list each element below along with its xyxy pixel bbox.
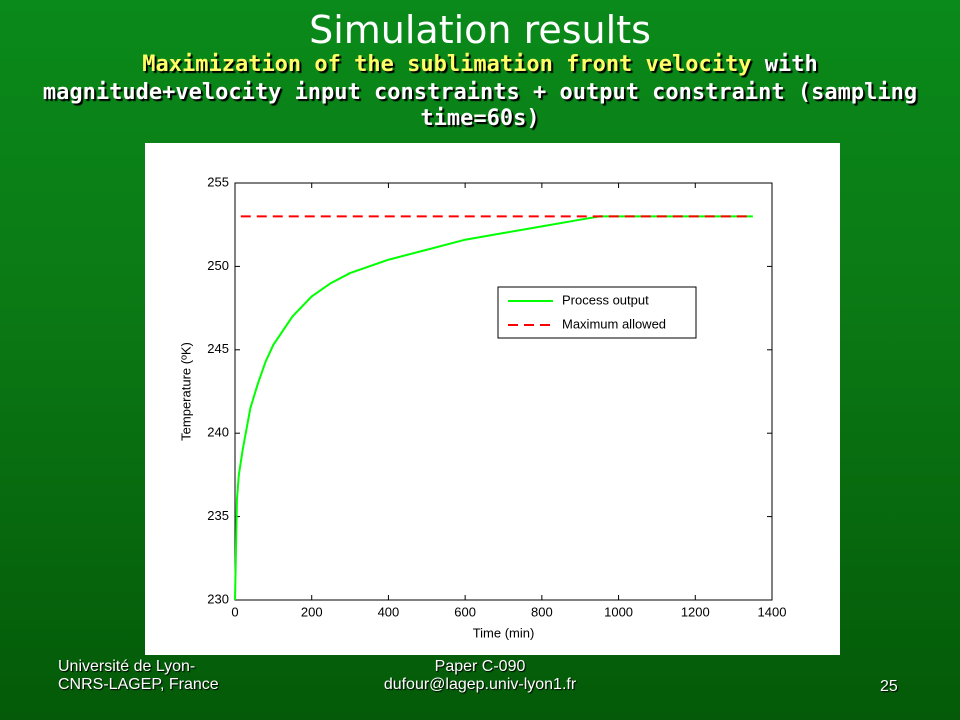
- y-tick-label: 250: [207, 258, 229, 273]
- legend-label: Maximum allowed: [562, 316, 666, 331]
- y-tick-label: 240: [207, 425, 229, 440]
- legend-box: [497, 286, 697, 339]
- x-tick-label: 400: [378, 604, 400, 619]
- y-tick-label: 235: [207, 508, 229, 523]
- x-tick-label: 0: [231, 604, 238, 619]
- footer-line: Paper C-090: [434, 658, 526, 675]
- slide-title: Simulation results: [309, 8, 651, 52]
- y-axis-label: Temperature (ºK): [178, 342, 193, 441]
- subtitle-text: with: [764, 52, 818, 77]
- footer-line: CNRS-LAGEP, France: [58, 676, 219, 693]
- x-tick-label: 1000: [604, 604, 633, 619]
- footer-center: Paper C-090 dufour@lagep.univ-lyon1.fr: [330, 658, 630, 694]
- subtitle-line: Maximization of the sublimation front ve…: [0, 52, 960, 77]
- footer-left: Université de Lyon- CNRS-LAGEP, France: [58, 658, 219, 694]
- y-tick-label: 230: [207, 591, 229, 606]
- page-number: 25: [880, 678, 898, 695]
- y-tick-label: 255: [207, 174, 229, 189]
- x-tick-label: 1400: [758, 604, 787, 619]
- subtitle-line: time=60s): [420, 106, 540, 131]
- x-tick-label: 1200: [681, 604, 710, 619]
- legend-label: Process output: [562, 292, 649, 307]
- subtitle-line: magnitude+velocity input constraints + o…: [42, 80, 918, 105]
- y-tick-label: 245: [207, 341, 229, 356]
- x-tick-label: 800: [531, 604, 553, 619]
- x-tick-label: 200: [301, 604, 323, 619]
- footer-line: Université de Lyon-: [58, 658, 196, 675]
- plot-area: [234, 182, 773, 601]
- x-tick-label: 600: [454, 604, 476, 619]
- footer-line: dufour@lagep.univ-lyon1.fr: [383, 676, 577, 693]
- x-axis-label: Time (min): [473, 625, 535, 640]
- subtitle-highlight: Maximization of the sublimation front ve…: [142, 52, 752, 77]
